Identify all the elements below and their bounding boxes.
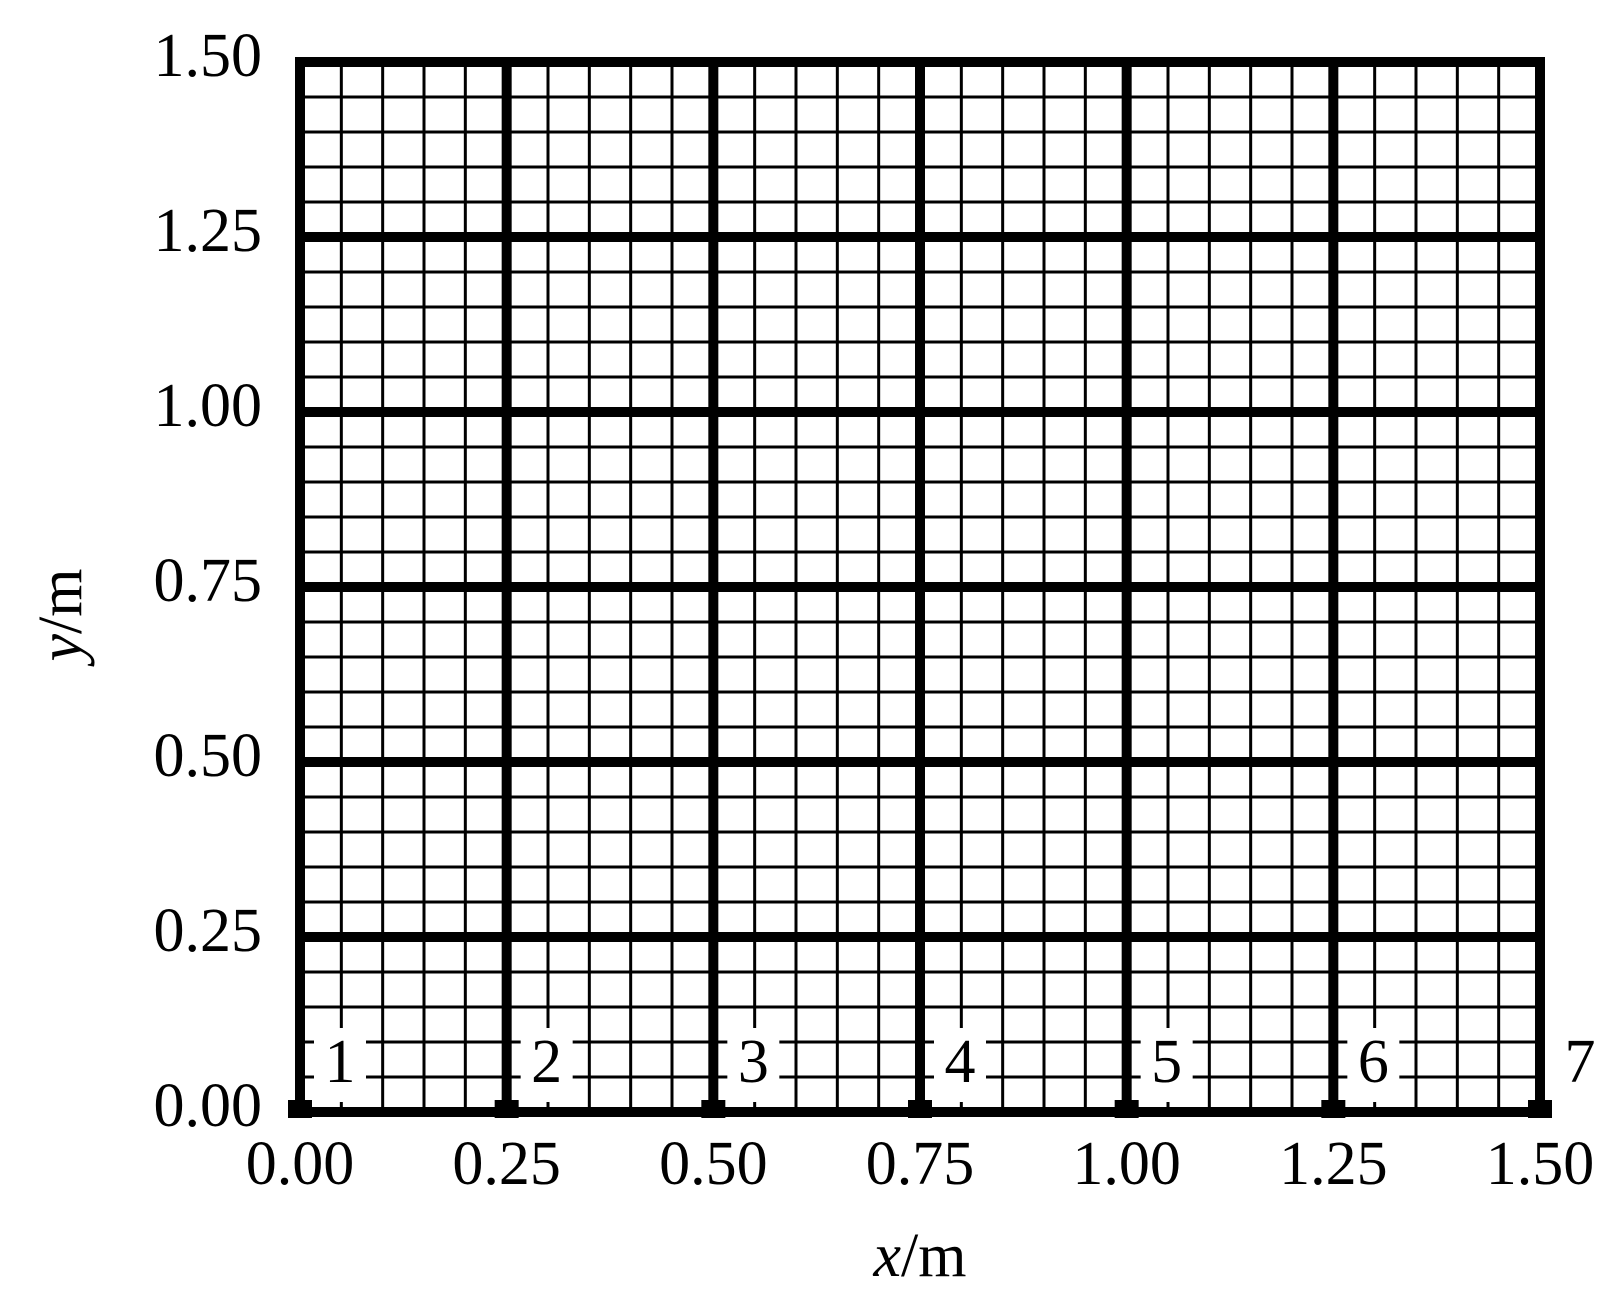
x-tick-label: 0.25	[452, 1130, 561, 1198]
y-tick-label: 1.00	[154, 372, 263, 440]
y-tick-label: 0.25	[154, 897, 263, 965]
node	[1114, 1100, 1139, 1118]
node	[1528, 1100, 1552, 1118]
point-label-box	[727, 1028, 780, 1102]
x-tick-label: 1.25	[1279, 1130, 1388, 1198]
point-label-box	[1347, 1028, 1400, 1102]
x-tick-label: 1.00	[1072, 1130, 1181, 1198]
point-label: 7	[1565, 1028, 1596, 1096]
y-axis-label: y/m	[27, 569, 95, 668]
point-label-box	[934, 1028, 986, 1102]
point-label-box	[1140, 1028, 1193, 1102]
node	[1321, 1100, 1346, 1118]
node	[288, 1100, 312, 1118]
y-tick-label: 0.75	[154, 547, 263, 615]
y-tick-label: 1.50	[154, 22, 263, 90]
point-label: 6	[1358, 1028, 1389, 1096]
node	[494, 1100, 519, 1118]
node	[701, 1100, 726, 1118]
x-tick-label: 0.00	[246, 1130, 355, 1198]
node	[908, 1100, 932, 1118]
x-tick-label: 0.50	[659, 1130, 768, 1198]
point-label-box	[1554, 1028, 1606, 1102]
point-label: 5	[1151, 1028, 1182, 1096]
point-label: 3	[738, 1028, 769, 1096]
x-tick-label: 0.75	[866, 1130, 975, 1198]
point-label-box	[314, 1028, 366, 1102]
x-axis-label: x/m	[873, 1222, 967, 1290]
y-tick-label: 0.00	[154, 1072, 263, 1140]
point-label: 1	[325, 1028, 356, 1096]
point-label-box	[520, 1028, 573, 1102]
x-tick-label: 1.50	[1486, 1130, 1595, 1198]
y-tick-label: 1.25	[154, 197, 263, 265]
point-label: 4	[945, 1028, 976, 1096]
y-tick-label: 0.50	[154, 722, 263, 790]
point-label: 2	[531, 1028, 562, 1096]
